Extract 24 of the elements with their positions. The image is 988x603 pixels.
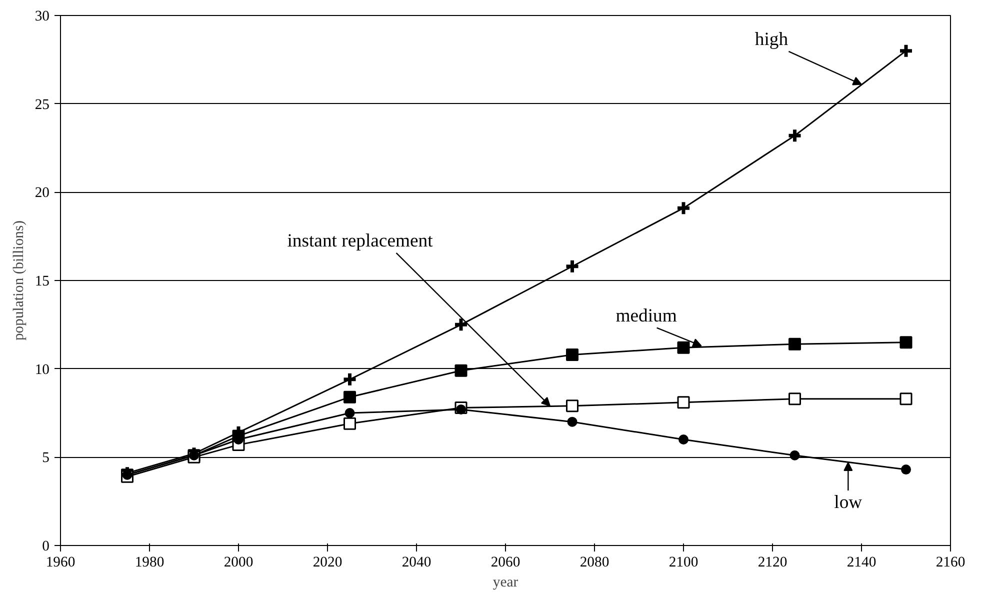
x-tick-label: 1960 <box>46 554 76 570</box>
x-tick-label: 2140 <box>846 554 876 570</box>
x-tick-label: 2040 <box>402 554 432 570</box>
x-tick-label: 2080 <box>580 554 610 570</box>
y-tick-label: 5 <box>42 450 50 466</box>
x-tick-label: 2020 <box>312 554 342 570</box>
annotation: high <box>754 28 789 50</box>
x-tick-label: 1980 <box>134 554 164 570</box>
y-tick-label: 15 <box>34 274 50 290</box>
y-tick-label: 25 <box>34 96 50 113</box>
x-tick-label: 2160 <box>936 554 966 570</box>
x-tick-label: 2120 <box>758 554 788 570</box>
x-tick-label: 2100 <box>668 554 698 570</box>
y-axis-title: population (billions) <box>10 220 27 341</box>
x-axis-title: year <box>492 574 518 590</box>
annotation: medium <box>616 305 678 326</box>
annotation: instant replacement <box>287 230 434 252</box>
y-tick-label: 20 <box>34 185 50 202</box>
y-tick-label: 0 <box>42 538 50 554</box>
y-tick-label: 10 <box>34 362 50 378</box>
annotation: low <box>834 492 863 513</box>
y-tick-label: 30 <box>34 8 50 24</box>
x-tick-label: 2060 <box>490 554 520 570</box>
x-tick-label: 2000 <box>224 554 254 570</box>
